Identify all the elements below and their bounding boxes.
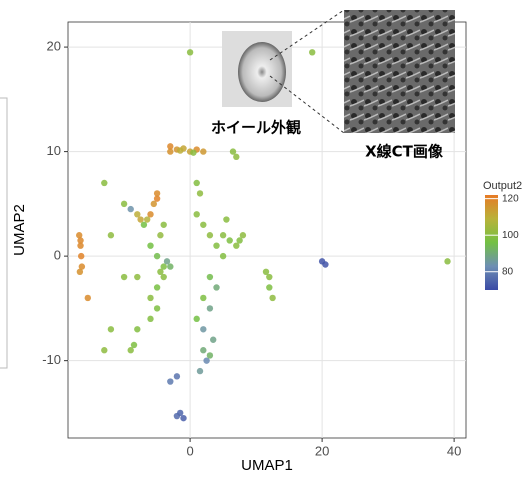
- point: [161, 222, 167, 228]
- y-tick-label: -10: [42, 352, 61, 367]
- point: [322, 261, 328, 267]
- wheel: [238, 42, 286, 102]
- point: [174, 413, 180, 419]
- point: [269, 295, 275, 301]
- point: [131, 342, 137, 348]
- y-axis-label: UMAP2: [11, 204, 28, 256]
- point: [194, 211, 200, 217]
- point: [194, 316, 200, 322]
- x-tick-label: 40: [447, 443, 461, 458]
- chart: UMAP1 UMAP2 ホイール外観 X線CT画像 Output2 801001…: [0, 0, 530, 477]
- annotation: ホイール外観: [211, 119, 301, 137]
- point: [207, 305, 213, 311]
- point: [174, 373, 180, 379]
- point: [108, 232, 114, 238]
- point: [444, 258, 450, 264]
- point: [207, 274, 213, 280]
- point: [180, 415, 186, 421]
- colorbar-tick-label: 100: [502, 230, 519, 241]
- point: [121, 201, 127, 207]
- point: [134, 326, 140, 332]
- point: [157, 269, 163, 275]
- point: [128, 206, 134, 212]
- point: [101, 180, 107, 186]
- point: [207, 232, 213, 238]
- point: [77, 237, 83, 243]
- point: [167, 378, 173, 384]
- point: [210, 337, 216, 343]
- point: [154, 305, 160, 311]
- point: [147, 295, 153, 301]
- ct-image: [344, 10, 455, 133]
- point: [77, 269, 83, 275]
- point: [190, 149, 196, 155]
- point: [227, 237, 233, 243]
- point: [144, 216, 150, 222]
- point: [220, 232, 226, 238]
- point: [194, 180, 200, 186]
- point: [85, 295, 91, 301]
- point: [236, 237, 242, 243]
- point: [154, 284, 160, 290]
- point: [213, 242, 219, 248]
- point: [220, 253, 226, 259]
- point: [154, 190, 160, 196]
- point: [263, 269, 269, 275]
- point: [121, 274, 127, 280]
- point: [266, 284, 272, 290]
- point: [164, 258, 170, 264]
- point: [200, 326, 206, 332]
- annotation: X線CT画像: [365, 143, 444, 161]
- point: [200, 148, 206, 154]
- y-tick-label: 20: [47, 39, 61, 54]
- point: [134, 274, 140, 280]
- point: [154, 253, 160, 259]
- point: [101, 347, 107, 353]
- point: [177, 147, 183, 153]
- colorbar-tick-label: 80: [502, 266, 514, 277]
- point: [213, 284, 219, 290]
- y-tick-label: 10: [47, 143, 61, 158]
- point: [108, 326, 114, 332]
- point: [197, 190, 203, 196]
- cut-panel: [0, 98, 7, 368]
- point: [200, 222, 206, 228]
- point: [200, 347, 206, 353]
- point: [197, 368, 203, 374]
- point: [147, 242, 153, 248]
- point: [147, 316, 153, 322]
- point: [187, 49, 193, 55]
- point: [167, 143, 173, 149]
- colorbar-title: Output2: [483, 180, 522, 192]
- x-axis-label: UMAP1: [241, 457, 293, 474]
- y-tick-label: 0: [54, 248, 61, 263]
- point: [223, 216, 229, 222]
- point: [309, 49, 315, 55]
- point: [200, 295, 206, 301]
- point: [157, 232, 163, 238]
- point: [233, 154, 239, 160]
- colorbar: [485, 195, 498, 290]
- point: [78, 253, 84, 259]
- point: [207, 352, 213, 358]
- x-tick-label: 20: [315, 443, 329, 458]
- x-tick-label: 0: [186, 443, 193, 458]
- colorbar-tick-label: 120: [502, 193, 519, 204]
